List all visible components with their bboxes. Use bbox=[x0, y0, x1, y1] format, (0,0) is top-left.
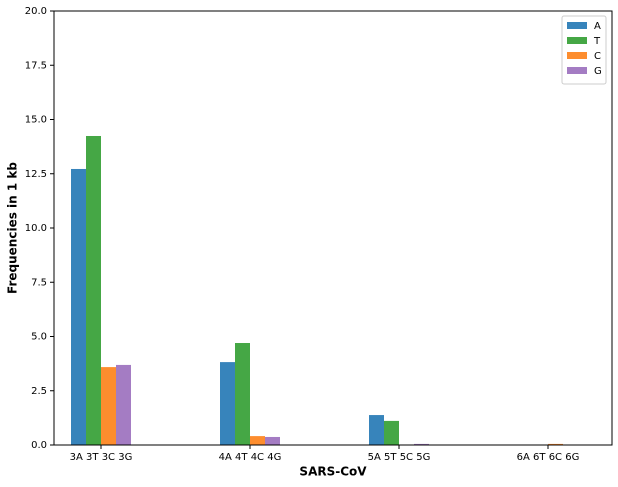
legend-label: T bbox=[593, 36, 601, 47]
x-tick-label: 6A 6T 6C 6G bbox=[517, 452, 580, 463]
legend-swatch bbox=[567, 22, 587, 29]
legend-label: G bbox=[594, 66, 602, 77]
bar bbox=[265, 436, 280, 445]
y-tick-label: 5.0 bbox=[31, 332, 47, 343]
y-tick-label: 2.5 bbox=[31, 386, 47, 397]
y-tick-label: 0.0 bbox=[31, 440, 47, 451]
y-tick-label: 10.0 bbox=[25, 223, 47, 234]
legend-label: C bbox=[594, 51, 601, 62]
bar bbox=[250, 436, 265, 445]
legend-swatch bbox=[567, 37, 587, 44]
x-tick-label: 5A 5T 5C 5G bbox=[368, 452, 431, 463]
bar bbox=[548, 443, 563, 445]
bar bbox=[71, 168, 86, 445]
legend-swatch bbox=[567, 67, 587, 74]
bar bbox=[414, 443, 429, 445]
legend-swatch bbox=[567, 52, 587, 59]
bar bbox=[384, 420, 399, 445]
x-tick-label: 3A 3T 3C 3G bbox=[70, 452, 133, 463]
x-axis-label: SARS-CoV bbox=[299, 465, 367, 479]
y-tick-label: 7.5 bbox=[31, 277, 47, 288]
y-tick-label: 12.5 bbox=[25, 169, 47, 180]
legend-label: A bbox=[594, 21, 601, 32]
y-tick-label: 17.5 bbox=[25, 60, 47, 71]
bar bbox=[220, 362, 235, 445]
bar bbox=[235, 343, 250, 445]
bar bbox=[116, 364, 131, 445]
plot-frame bbox=[53, 10, 613, 446]
y-tick-label: 20.0 bbox=[25, 6, 47, 17]
bar bbox=[369, 415, 384, 445]
y-axis-label: Frequencies in 1 kb bbox=[6, 162, 20, 294]
x-tick-label: 4A 4T 4C 4G bbox=[219, 452, 282, 463]
y-tick-label: 15.0 bbox=[25, 115, 47, 126]
bar bbox=[86, 135, 101, 445]
bar bbox=[101, 367, 116, 445]
